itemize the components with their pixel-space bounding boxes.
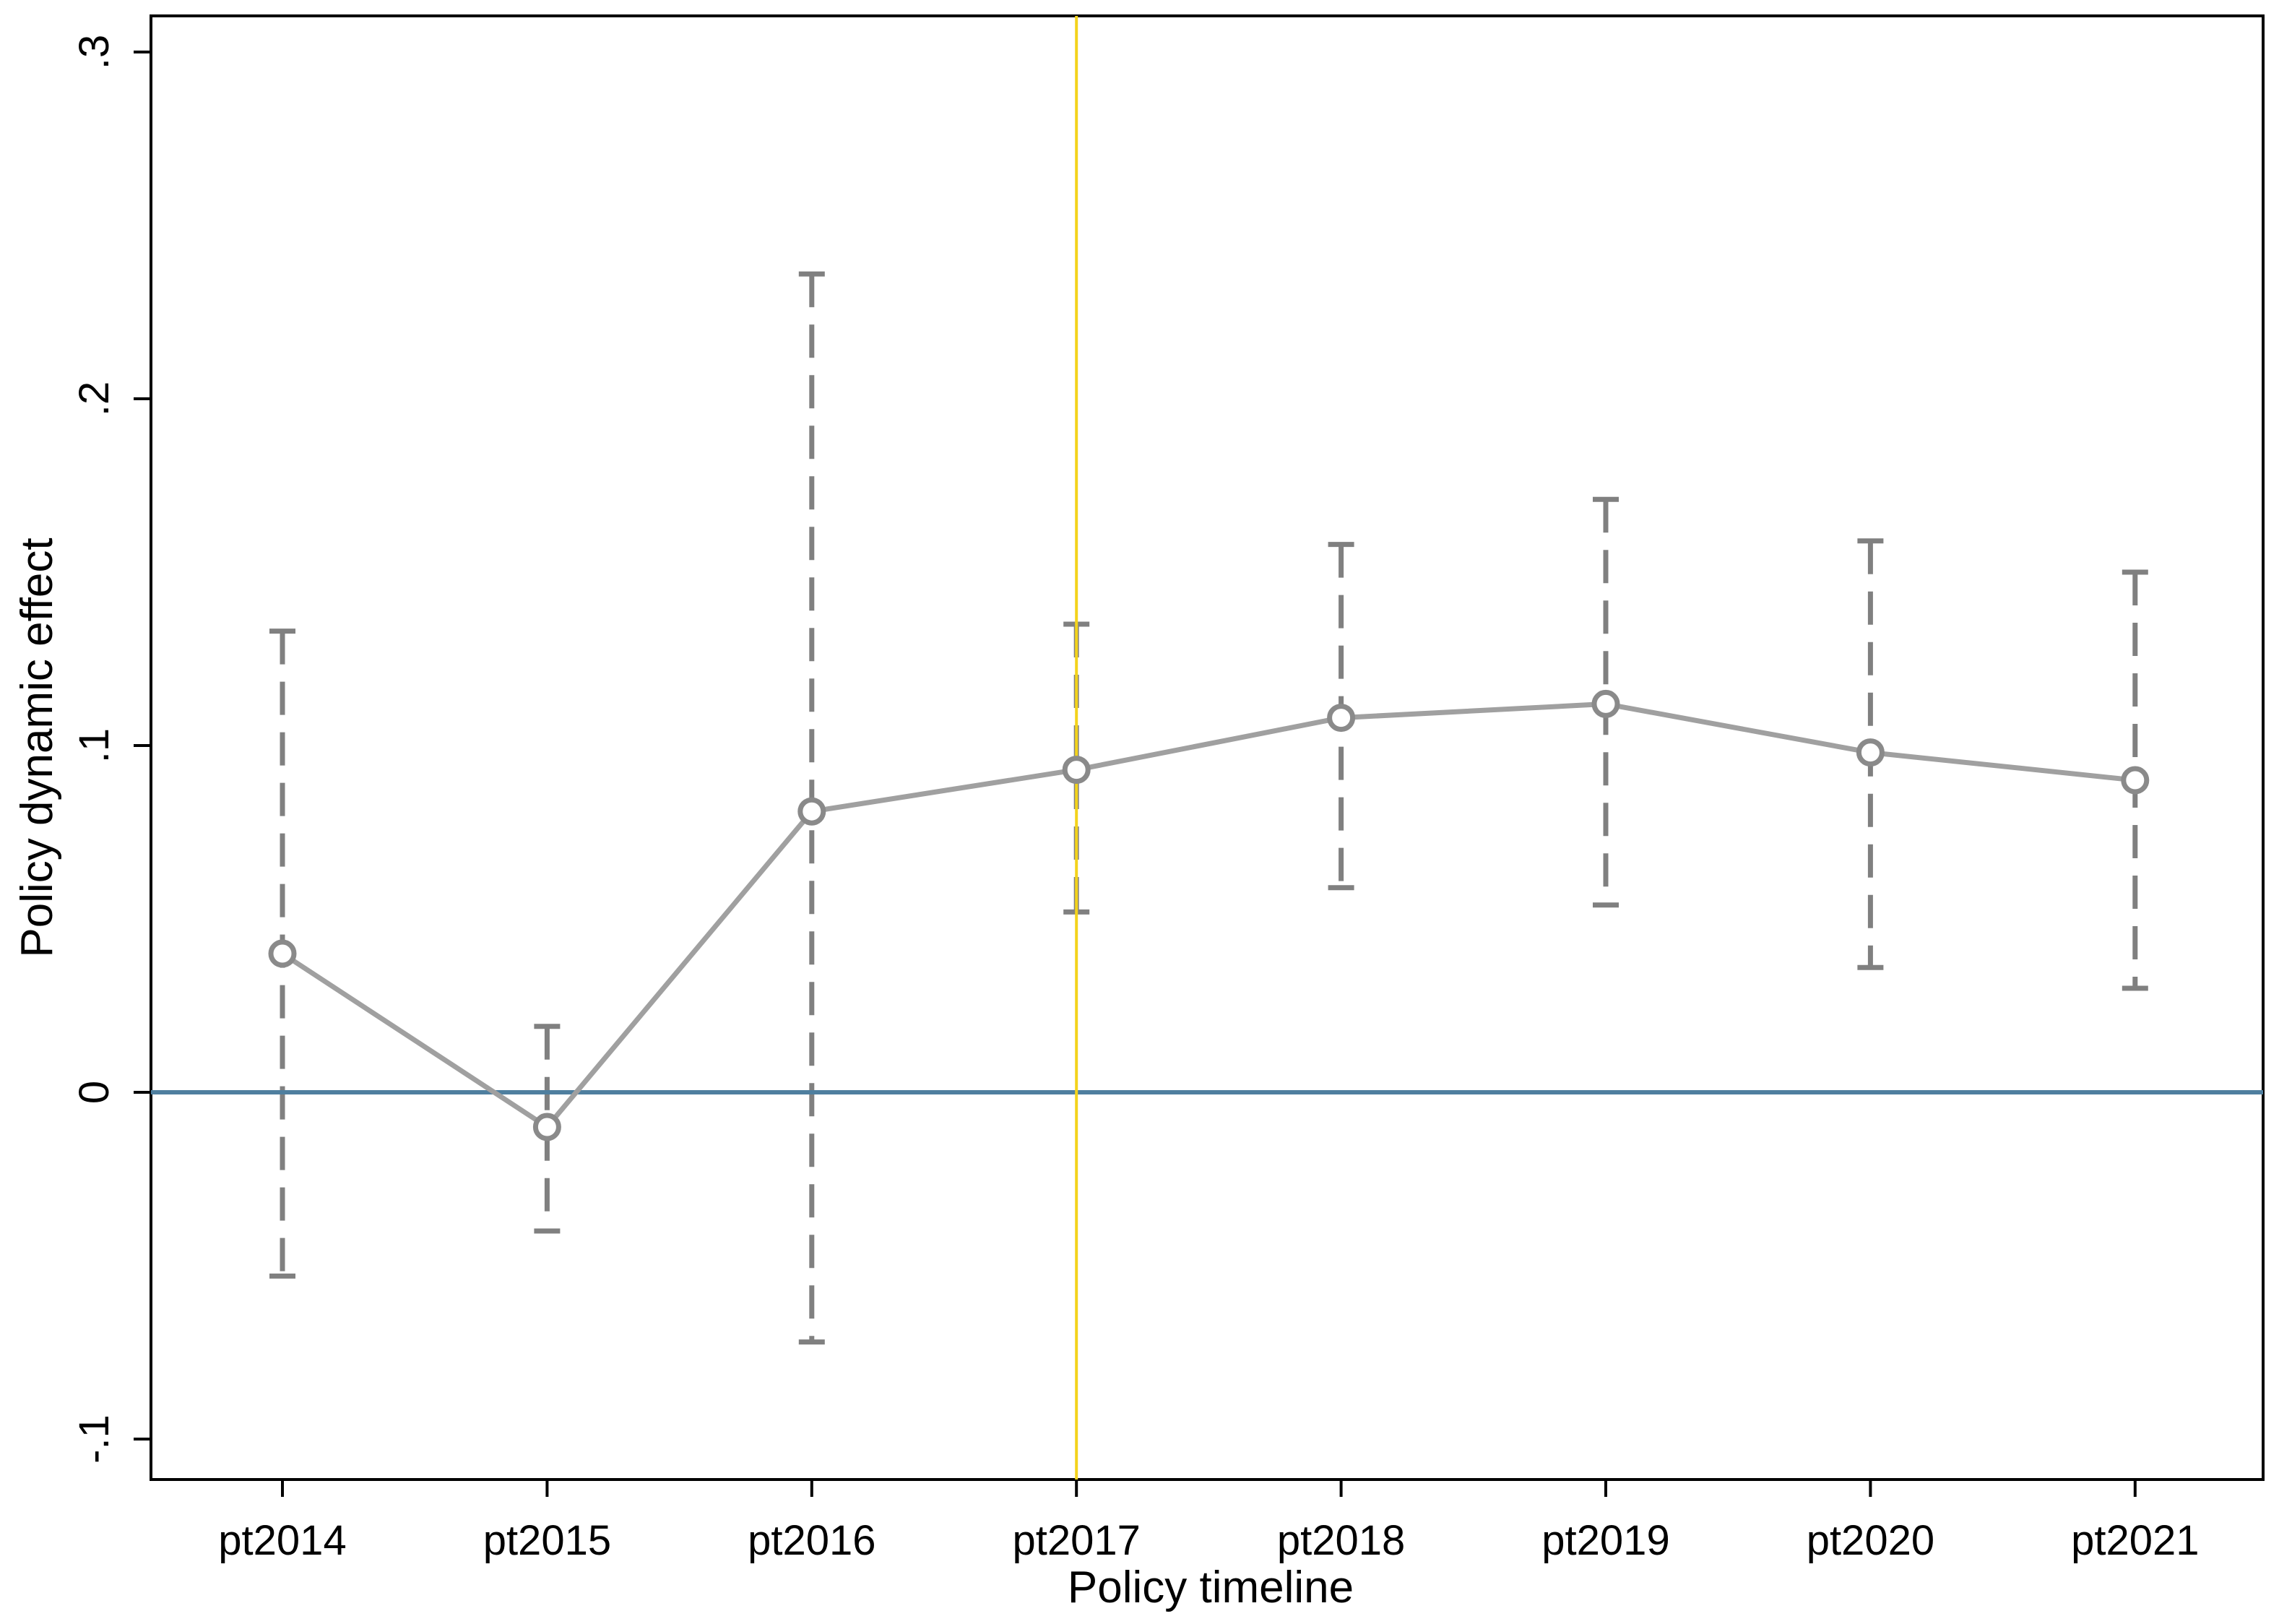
x-tick-label: pt2017 [1012,1517,1140,1564]
y-tick-label: .1 [71,728,118,763]
y-tick-label: -.1 [71,1414,118,1464]
y-axis: -.1 0 .1 .2 .3 [71,35,151,1464]
reference-lines [151,16,2263,1480]
y-tick-label: .3 [71,35,118,69]
y-axis-title: Policy dynamic effect [12,537,62,957]
data-point-pt2019 [1591,689,1620,718]
plot-frame [150,14,2265,1481]
x-tick-label: pt2020 [1807,1517,1934,1564]
x-tick-label: pt2015 [483,1517,611,1564]
series-markers [268,689,2150,1141]
x-tick-label: pt2021 [2071,1517,2199,1564]
data-point-pt2021 [2121,766,2150,795]
x-tick-label: pt2016 [748,1517,875,1564]
x-tick-label: pt2014 [218,1517,346,1564]
series-polyline [281,701,2136,1130]
confidence-intervals [269,271,2148,1345]
data-point-pt2020 [1856,738,1885,767]
y-tick-label: 0 [71,1081,118,1104]
data-point-pt2016 [797,797,826,826]
data-point-pt2014 [268,939,297,968]
data-point-pt2017 [1062,756,1091,785]
x-tick-label: pt2019 [1541,1517,1669,1564]
x-axis: pt2014 pt2015 pt2016 pt2017 pt2018 pt2019 pt20… [218,1480,2200,1564]
x-axis-title: Policy timeline [1068,1563,1354,1612]
x-tick-label: pt2018 [1277,1517,1405,1564]
data-point-pt2015 [532,1113,561,1141]
y-tick-label: .2 [71,381,118,416]
series-line [281,701,2136,1130]
data-point-pt2018 [1327,704,1356,733]
